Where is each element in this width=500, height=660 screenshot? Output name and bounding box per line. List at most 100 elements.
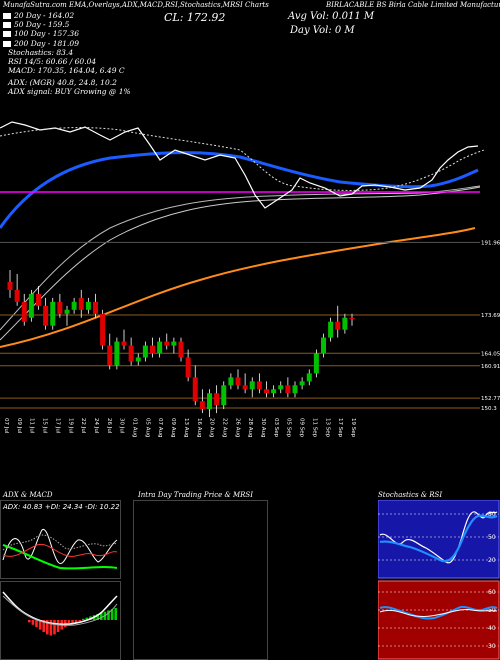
date-label: 26 Jul <box>106 418 112 434</box>
candle-body <box>157 341 163 354</box>
date-label: 30 Aug <box>260 418 266 438</box>
stoch-tick-20: 20 <box>488 557 496 564</box>
macd-bar <box>35 620 38 628</box>
candle-body <box>207 393 212 410</box>
candle-body <box>342 317 348 330</box>
macd-bar <box>110 609 114 620</box>
date-label: 03 Sep <box>273 418 279 438</box>
candle-body <box>214 393 220 406</box>
macd-bar <box>49 620 53 636</box>
close-price: CL: 172.92 <box>164 11 226 24</box>
price-line-dotted <box>0 127 485 191</box>
candle-body <box>142 345 148 358</box>
candle-body <box>50 301 56 326</box>
site-caption: MunafaSutra.com EMA,Overlays,ADX,MACD,RS… <box>3 1 269 9</box>
date-label: 07 Aug <box>157 418 163 438</box>
date-label: 17 Jul <box>54 418 60 434</box>
date-label: 17 Sep <box>337 418 343 438</box>
date-label: 07 Jul <box>3 418 9 434</box>
price-levels: 191.96 173.69 164.05 160.91 152.77 150.3 <box>0 240 500 412</box>
indicator-stats: Stochastics: 83.4 RSI 14/5: 60.66 / 60.0… <box>8 48 131 96</box>
candle-body <box>242 385 248 390</box>
date-label: 30 Jul <box>119 418 125 434</box>
candle-body <box>199 401 205 410</box>
intraday-panel <box>133 500 268 660</box>
candle-body <box>221 385 227 406</box>
date-label: 28 Aug <box>247 418 253 438</box>
date-label: 11 Sep <box>311 418 317 438</box>
legend-item: 20 Day - 164.02 <box>3 11 79 20</box>
adx-readout: ADX: 40.83 +DI: 24.34 -DI: 10.22 <box>2 503 120 511</box>
plus-di-line <box>2 544 118 570</box>
adx-stat: ADX: (MGR) 40.8, 24.8, 10.2 <box>8 77 117 87</box>
candle-body <box>249 381 255 390</box>
candle-body <box>313 353 319 374</box>
macd-line <box>2 591 118 625</box>
legend-swatch <box>3 31 11 38</box>
rsi-tick-60: 60 <box>488 589 496 596</box>
date-label: 09 Aug <box>170 418 176 438</box>
day-volume: Day Vol: 0 M <box>290 25 355 36</box>
ema-20-line <box>0 151 479 229</box>
ema-50-line <box>0 185 481 331</box>
macd-bar <box>53 620 56 635</box>
candle-body <box>57 301 63 314</box>
candle-body <box>107 345 113 366</box>
stoch-rsi-panel: 80 50 20 60 50 40 30 <box>378 500 500 660</box>
date-axis: 07 Jul 09 Jul 11 Jul 15 Jul 17 Jul 19 Jul 22 J… <box>3 418 356 438</box>
candle-body <box>299 381 305 386</box>
macd-bar <box>100 612 103 620</box>
macd-bar <box>96 614 99 620</box>
price-level-label: 152.77 <box>481 396 500 402</box>
price-level-label: 191.96 <box>481 240 500 246</box>
candle-body <box>14 289 20 302</box>
price-level-label: 150.3 <box>481 406 497 412</box>
candle-body <box>28 293 34 318</box>
date-label: 09 Jul <box>16 418 22 434</box>
candle-body <box>36 293 41 306</box>
macd-bar <box>82 618 85 620</box>
candle-body <box>185 357 191 378</box>
adx-line <box>2 529 118 565</box>
candle-body <box>71 301 77 310</box>
candle-body <box>128 345 134 362</box>
stoch-d-line <box>379 514 498 563</box>
candle-body <box>285 385 291 394</box>
candle-body <box>21 301 27 322</box>
candle-body <box>335 321 341 330</box>
candle-body <box>178 341 184 358</box>
candle-body <box>349 317 355 320</box>
minus-di-line <box>2 543 118 557</box>
date-label: 13 Aug <box>183 418 189 438</box>
macd-bar <box>107 610 110 620</box>
macd-bar <box>56 620 60 632</box>
moving-averages <box>0 121 485 348</box>
adx-signal: ADX signal: BUY Growing @ 1% <box>8 86 131 96</box>
candle-body <box>100 313 106 346</box>
candle-body <box>235 377 241 386</box>
stoch-tick-50: 50 <box>488 534 496 541</box>
date-label: 01 Aug <box>132 418 138 438</box>
candle-body <box>271 389 277 394</box>
candle-body <box>264 389 269 394</box>
date-label: 22 Jul <box>80 418 86 434</box>
rsi-stat: RSI 14/5: 60.66 / 60.04 <box>8 57 97 67</box>
legend-item: 200 Day - 181.09 <box>3 39 79 48</box>
instrument-name: BIRLACABLE BS Birla Cable Limited Manufa… <box>326 1 500 9</box>
candle-body <box>114 341 120 366</box>
price-level-label: 164.05 <box>481 351 500 357</box>
date-label: 24 Jul <box>93 418 99 434</box>
date-label: 20 Aug <box>209 418 215 438</box>
date-label: 26 Aug <box>234 418 240 438</box>
date-label: 15 Jul <box>42 418 48 434</box>
candle-body <box>171 341 177 346</box>
price-level-label: 173.69 <box>481 313 500 319</box>
adx-macd-title: ADX & MACD <box>3 491 53 499</box>
ema-100-line <box>0 186 481 341</box>
legend-swatch <box>3 13 11 19</box>
adx-macd-panel: ADX: 40.83 +DI: 24.34 -DI: 10.22 <box>0 500 121 660</box>
candle-body <box>321 337 326 354</box>
rsi-bg <box>378 580 500 660</box>
rsi-tick-30: 30 <box>488 643 496 650</box>
candle-body <box>228 377 234 386</box>
